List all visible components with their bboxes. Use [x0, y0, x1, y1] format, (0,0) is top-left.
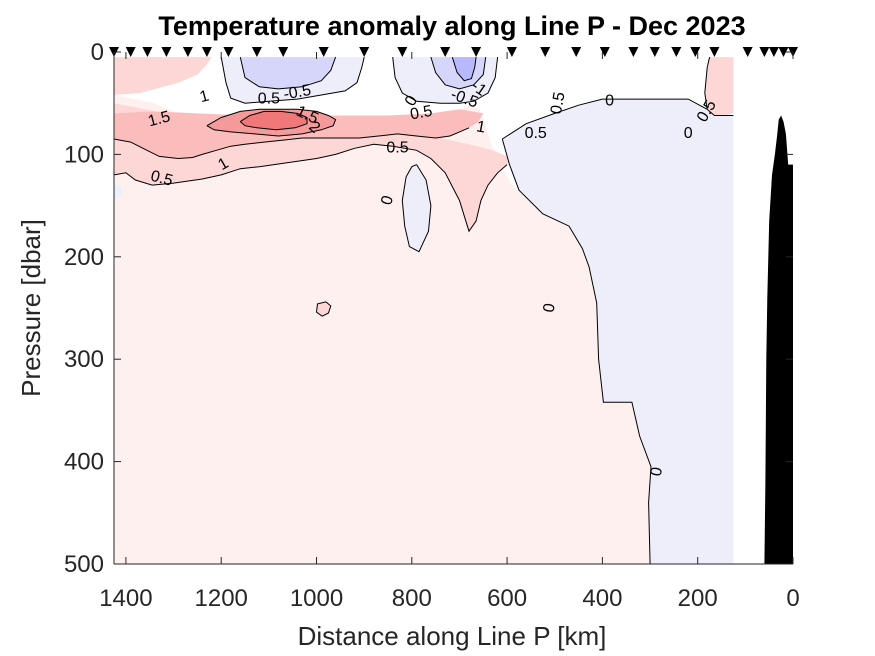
station-marker — [318, 47, 329, 57]
contour-label: 0 — [648, 466, 666, 478]
station-marker — [142, 47, 153, 57]
region-cold-blob-left — [114, 183, 123, 201]
contour-label: 0.5 — [525, 125, 547, 142]
contour-line-0 — [501, 138, 652, 565]
contour-line--1 — [451, 56, 477, 82]
x-tick-label: 0 — [786, 585, 799, 612]
contour-line-0p5 — [220, 56, 365, 104]
contour-line-1 — [113, 127, 470, 160]
station-marker — [768, 47, 779, 57]
x-tick-label: 600 — [487, 585, 527, 612]
x-tick-label: 400 — [582, 585, 622, 612]
region-warm-blob-mid — [316, 301, 331, 317]
station-marker — [440, 47, 451, 57]
contour-label: 0.5 — [548, 91, 569, 116]
x-tick-label: 200 — [678, 585, 718, 612]
contour-label: 0.5 — [149, 168, 175, 190]
contour-line-1p5 — [206, 108, 337, 137]
station-marker — [690, 47, 701, 57]
contour-label: 0 — [378, 194, 397, 207]
bathymetry-layer — [764, 115, 793, 564]
y-tick-label: 100 — [64, 141, 104, 168]
contour-line-2 — [239, 110, 308, 131]
station-marker — [742, 47, 753, 57]
station-marker — [397, 47, 408, 57]
axes: 1400 1200 1000 800 600 400 200 0 01002003004005… — [64, 39, 800, 612]
station-marker — [649, 47, 660, 57]
y-tick-label: 300 — [64, 346, 104, 373]
plot-area: 1 0.5 -0.51.5 1.520.5-0.5-101 0.50.510.500.5… — [109, 47, 798, 565]
y-tick-label: 400 — [64, 449, 104, 476]
region-warm-background — [114, 57, 651, 564]
contour-label: 0 — [605, 92, 614, 109]
y-tick-label: 200 — [64, 244, 104, 271]
region-warm-upper-right — [704, 57, 734, 116]
contour-label: 1 — [198, 87, 211, 106]
anomaly-fill-regions — [114, 57, 734, 564]
contour-line-0 — [502, 98, 734, 140]
station-marker — [628, 47, 639, 57]
station-marker — [778, 47, 789, 57]
x-tick-label: 1400 — [99, 585, 152, 612]
region-cold-east — [502, 99, 734, 564]
contour-label: 0 — [684, 125, 693, 142]
x-tick-label: 1200 — [195, 585, 248, 612]
contour-line--0p5 — [430, 56, 487, 90]
contour-label: 0.5 — [258, 90, 280, 107]
station-marker — [359, 47, 370, 57]
station-marker — [278, 47, 289, 57]
x-axis-label: Distance along Line P [km] — [298, 621, 607, 651]
contour-label: 0 — [541, 302, 559, 314]
station-marker — [125, 47, 136, 57]
contour-line--0p5 — [239, 56, 337, 90]
contour-lines — [113, 56, 734, 565]
contour-line-0p5 — [392, 57, 499, 104]
contour-label: -0.5 — [282, 82, 312, 104]
chart-title: Temperature anomaly along Line P - Dec 2… — [158, 11, 745, 41]
y-axis-label: Pressure [dbar] — [16, 219, 46, 397]
station-marker — [709, 47, 720, 57]
station-marker — [223, 47, 234, 57]
station-marker — [251, 47, 262, 57]
contour-line-0p5 — [113, 143, 508, 233]
station-marker — [471, 47, 482, 57]
region-warm-upper-left — [114, 57, 212, 95]
station-marker — [671, 47, 682, 57]
station-marker — [540, 47, 551, 57]
region-cold-blob-mid — [402, 164, 431, 252]
contour-label: 0.5 — [409, 103, 434, 124]
y-tick-label: 500 — [64, 551, 104, 578]
station-marker — [161, 47, 172, 57]
station-marker — [759, 47, 770, 57]
x-tick-label: 1000 — [290, 585, 343, 612]
contour-line-0p5 — [704, 56, 711, 110]
region-cold-upper-b-max — [452, 57, 477, 81]
bathymetry-continental-slope — [764, 115, 793, 564]
region-warm-max — [240, 111, 307, 130]
contour-line-0 — [401, 164, 432, 253]
station-marker — [506, 47, 517, 57]
x-tick-label: 800 — [392, 585, 432, 612]
y-tick-label: 0 — [91, 39, 104, 66]
station-marker — [201, 47, 212, 57]
contour-label: 1 — [475, 118, 487, 136]
contour-line-0p5 — [315, 301, 332, 317]
region-cold-upper-a-core — [240, 57, 336, 89]
contour-label: 1.5 — [146, 108, 172, 130]
contour-label: 0.5 — [386, 140, 408, 157]
station-marker — [182, 47, 193, 57]
station-marker — [599, 47, 610, 57]
x-ticks: 1400 1200 1000 800 600 400 200 0 — [99, 52, 800, 612]
station-marker — [571, 47, 582, 57]
